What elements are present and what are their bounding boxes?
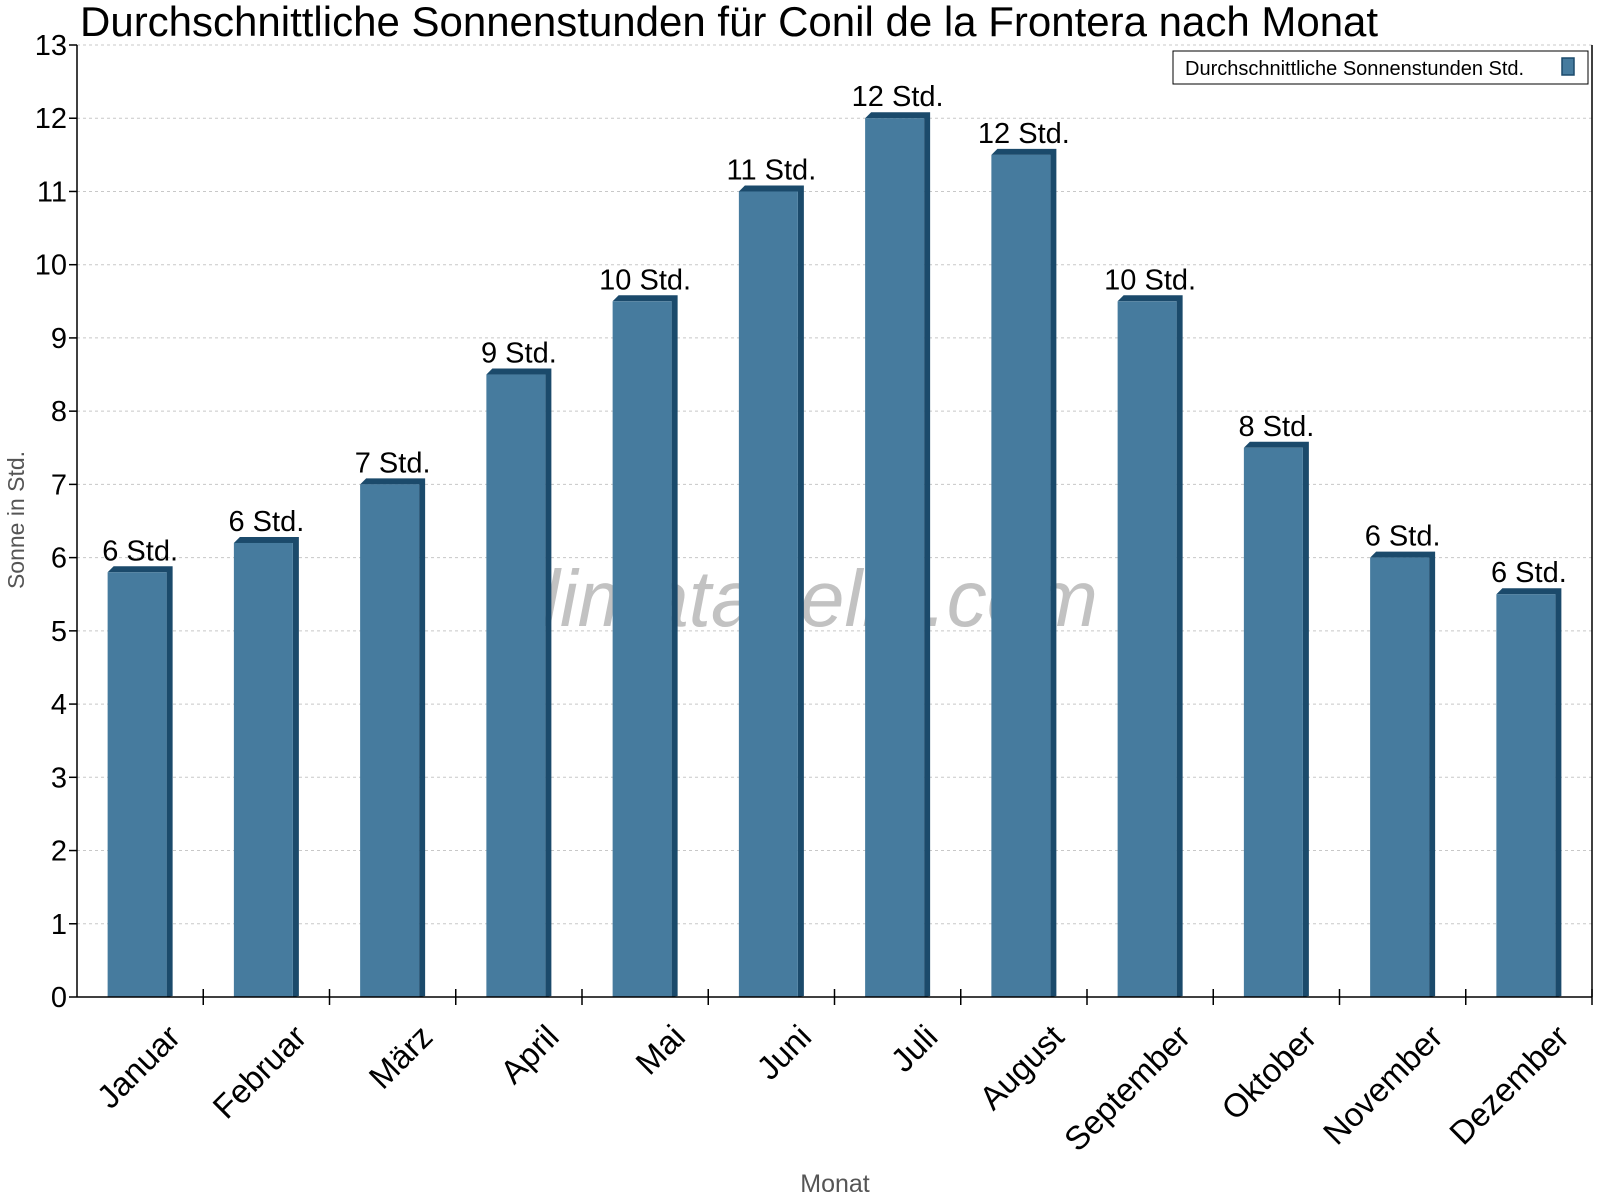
- bar: [612, 301, 672, 997]
- y-tick-label: 1: [51, 909, 67, 941]
- y-tick-label: 4: [51, 689, 67, 721]
- legend-swatch: [1561, 57, 1575, 76]
- bar: [107, 572, 167, 997]
- x-tick-label: September: [1057, 1018, 1197, 1158]
- y-tick-label: 11: [37, 176, 67, 208]
- data-label: 9 Std.: [481, 338, 557, 370]
- bar: [738, 191, 798, 997]
- data-label: 8 Std.: [1238, 411, 1314, 443]
- legend-label: Durchschnittliche Sonnenstunden Std.: [1185, 58, 1524, 80]
- y-tick-label: 9: [51, 323, 67, 355]
- y-tick-label: 12: [35, 103, 67, 135]
- y-tick-label: 10: [35, 250, 67, 282]
- y-tick-label: 0: [51, 982, 67, 1014]
- y-tick-label: 7: [51, 469, 67, 501]
- x-tick-label: Februar: [205, 1018, 313, 1126]
- x-tick-label: April: [493, 1018, 566, 1091]
- data-label: 10 Std.: [1104, 264, 1196, 296]
- x-axis-title: Monat: [800, 1170, 870, 1198]
- x-tick-label: November: [1316, 1018, 1450, 1152]
- bar: [360, 484, 420, 997]
- data-label: 6 Std.: [1365, 521, 1441, 553]
- data-label: 12 Std.: [852, 81, 944, 113]
- y-tick-label: 2: [51, 836, 67, 868]
- bar: [233, 542, 293, 997]
- x-tick-label: Juli: [883, 1018, 944, 1079]
- y-tick-label: 13: [35, 30, 67, 62]
- bar: [1243, 447, 1303, 997]
- data-label: 10 Std.: [599, 264, 691, 296]
- x-tick-label: Mai: [628, 1018, 692, 1082]
- data-label: 7 Std.: [355, 447, 431, 479]
- legend-box: [1172, 50, 1589, 85]
- data-label: 11 Std.: [727, 154, 817, 186]
- bar: [1496, 594, 1556, 997]
- data-label: 6 Std.: [228, 506, 304, 538]
- y-tick-label: 8: [51, 396, 67, 428]
- bar: [1117, 301, 1177, 997]
- x-tick-label: März: [362, 1018, 440, 1096]
- y-tick-label: 5: [51, 616, 67, 648]
- chart-title: Durchschnittliche Sonnenstunden für Coni…: [80, 0, 1378, 45]
- data-label: 6 Std.: [1491, 557, 1567, 589]
- x-tick-label: Juni: [749, 1018, 818, 1087]
- x-tick-label: August: [972, 1018, 1071, 1117]
- data-label: 12 Std.: [978, 118, 1070, 150]
- bar: [1370, 557, 1430, 997]
- x-tick-label: Oktober: [1214, 1018, 1323, 1127]
- data-label: 6 Std.: [102, 535, 178, 567]
- y-tick-label: 3: [51, 762, 67, 794]
- bar: [486, 374, 546, 997]
- bar: [865, 118, 925, 997]
- y-axis-title: Sonne in Std.: [3, 451, 29, 589]
- y-tick-label: 6: [51, 543, 67, 575]
- x-tick-label: Dezember: [1442, 1018, 1576, 1152]
- bar: [991, 154, 1051, 997]
- x-tick-label: Januar: [90, 1018, 188, 1116]
